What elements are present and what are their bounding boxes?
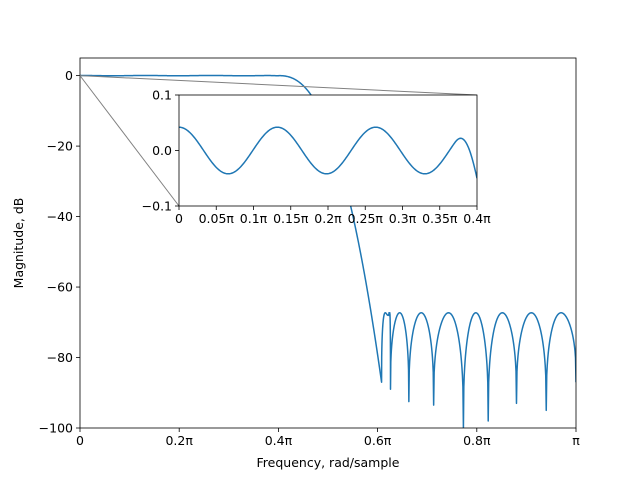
- x-tick-label: 0: [76, 433, 84, 448]
- magnitude-response-line: [80, 74, 576, 428]
- y-tick-label: −60: [47, 280, 73, 295]
- x-tick-label: 0.6π: [364, 433, 392, 448]
- inset-x-ticks: 0 0.05π 0.1π 0.15π 0.2π 0.25π 0.3π 0.35π 0.4π: [175, 206, 491, 226]
- passband-ripple-line: [179, 126, 477, 179]
- inset-y-tick-label: 0.0: [152, 143, 172, 158]
- y-tick-label: −100: [39, 421, 73, 436]
- inset-x-tick-label: 0.2π: [314, 211, 342, 226]
- inset-x-tick-label: 0.3π: [389, 211, 417, 226]
- inset-x-tick-label: 0.25π: [348, 211, 384, 226]
- x-tick-label: 0.4π: [265, 433, 293, 448]
- main-y-ticks: 0 −20 −40 −60 −80 −100: [39, 68, 80, 436]
- inset-x-tick-label: 0.1π: [240, 211, 268, 226]
- y-tick-label: 0: [65, 68, 73, 83]
- y-tick-label: −20: [47, 139, 73, 154]
- inset-x-tick-label: 0: [175, 211, 183, 226]
- inset-x-tick-label: 0.05π: [199, 211, 235, 226]
- inset-y-tick-label: 0.1: [152, 88, 172, 103]
- inset-x-tick-label: 0.15π: [273, 211, 309, 226]
- inset-y-tick-label: −0.1: [142, 199, 172, 214]
- x-tick-label: 0.2π: [165, 433, 193, 448]
- x-tick-label: 0.8π: [463, 433, 491, 448]
- zoom-connector-top: [79, 75, 478, 96]
- inset-x-tick-label: 0.35π: [422, 211, 458, 226]
- y-tick-label: −40: [47, 209, 73, 224]
- y-tick-label: −80: [47, 350, 73, 365]
- inset-background: [179, 95, 477, 206]
- zoom-connectors: [79, 75, 478, 207]
- main-axes: 0 0.2π 0.4π 0.6π 0.8π π 0 −20 −40 −60 −80 −100 Fre…: [11, 57, 580, 470]
- main-x-ticks: 0 0.2π 0.4π 0.6π 0.8π π: [76, 428, 580, 448]
- x-tick-label: π: [572, 433, 580, 448]
- inset-axes: 0 0.05π 0.1π 0.15π 0.2π 0.25π 0.3π 0.35π 0.4π 0.…: [142, 88, 492, 227]
- x-axis-label: Frequency, rad/sample: [257, 455, 400, 470]
- inset-x-tick-label: 0.4π: [463, 211, 491, 226]
- zoom-connector-bottom: [79, 75, 180, 207]
- y-axis-label: Magnitude, dB: [11, 198, 26, 289]
- inset-y-ticks: 0.1 0.0 −0.1: [142, 88, 179, 214]
- main-plot-frame: [79, 57, 577, 429]
